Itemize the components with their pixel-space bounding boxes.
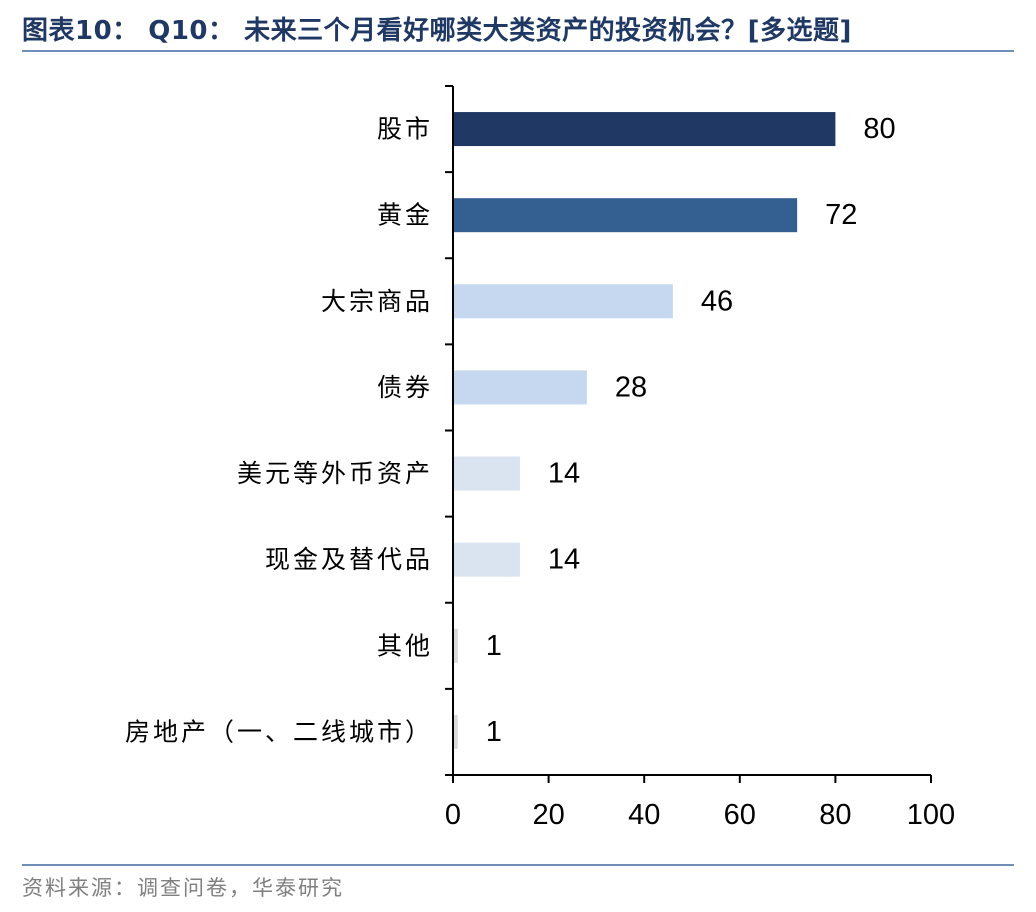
category-label-5: 现金及替代品 — [265, 545, 433, 574]
x-tick-label-3: 60 — [724, 799, 756, 831]
category-label-7: 房地产（一、二线城市） — [125, 717, 433, 746]
category-label-4: 美元等外币资产 — [237, 459, 433, 488]
bar-0 — [453, 112, 836, 147]
value-label-4: 14 — [548, 458, 580, 490]
footer-divider — [22, 864, 1014, 866]
x-tick-label-2: 40 — [628, 799, 660, 831]
category-label-0: 股市 — [377, 115, 433, 144]
bar-1 — [453, 198, 798, 233]
value-label-1: 72 — [825, 199, 857, 231]
value-label-7: 1 — [486, 716, 502, 748]
value-label-3: 28 — [615, 371, 647, 403]
labels-group: 股市 80 黄金 72 大宗商品 46 债券 28 美元等外币资产 14 现金及替代品 14 其他 1 房地… — [125, 113, 955, 831]
value-label-5: 14 — [548, 544, 580, 576]
title-divider — [22, 50, 1014, 52]
bar-3 — [453, 370, 587, 405]
category-label-6: 其他 — [377, 631, 433, 660]
category-label-3: 债券 — [377, 373, 433, 402]
value-label-2: 46 — [701, 285, 733, 317]
bar-6 — [453, 628, 458, 663]
x-tick-label-0: 0 — [445, 799, 461, 831]
bar-5 — [453, 542, 520, 577]
x-tick-label-1: 20 — [532, 799, 564, 831]
x-tick-label-4: 80 — [819, 799, 851, 831]
category-label-1: 黄金 — [377, 201, 433, 230]
bar-2 — [453, 284, 673, 319]
axes-group — [445, 85, 932, 783]
source-note: 资料来源：调查问卷，华泰研究 — [22, 876, 344, 900]
bar-4 — [453, 456, 520, 491]
value-label-6: 1 — [486, 630, 502, 662]
category-label-2: 大宗商品 — [321, 287, 433, 316]
bar-7 — [453, 714, 458, 749]
bars-group — [453, 112, 836, 749]
x-tick-label-5: 100 — [907, 799, 955, 831]
value-label-0: 80 — [863, 113, 895, 145]
chart-title: 图表10： Q10： 未来三个月看好哪类大类资产的投资机会？[多选题] — [22, 16, 852, 46]
